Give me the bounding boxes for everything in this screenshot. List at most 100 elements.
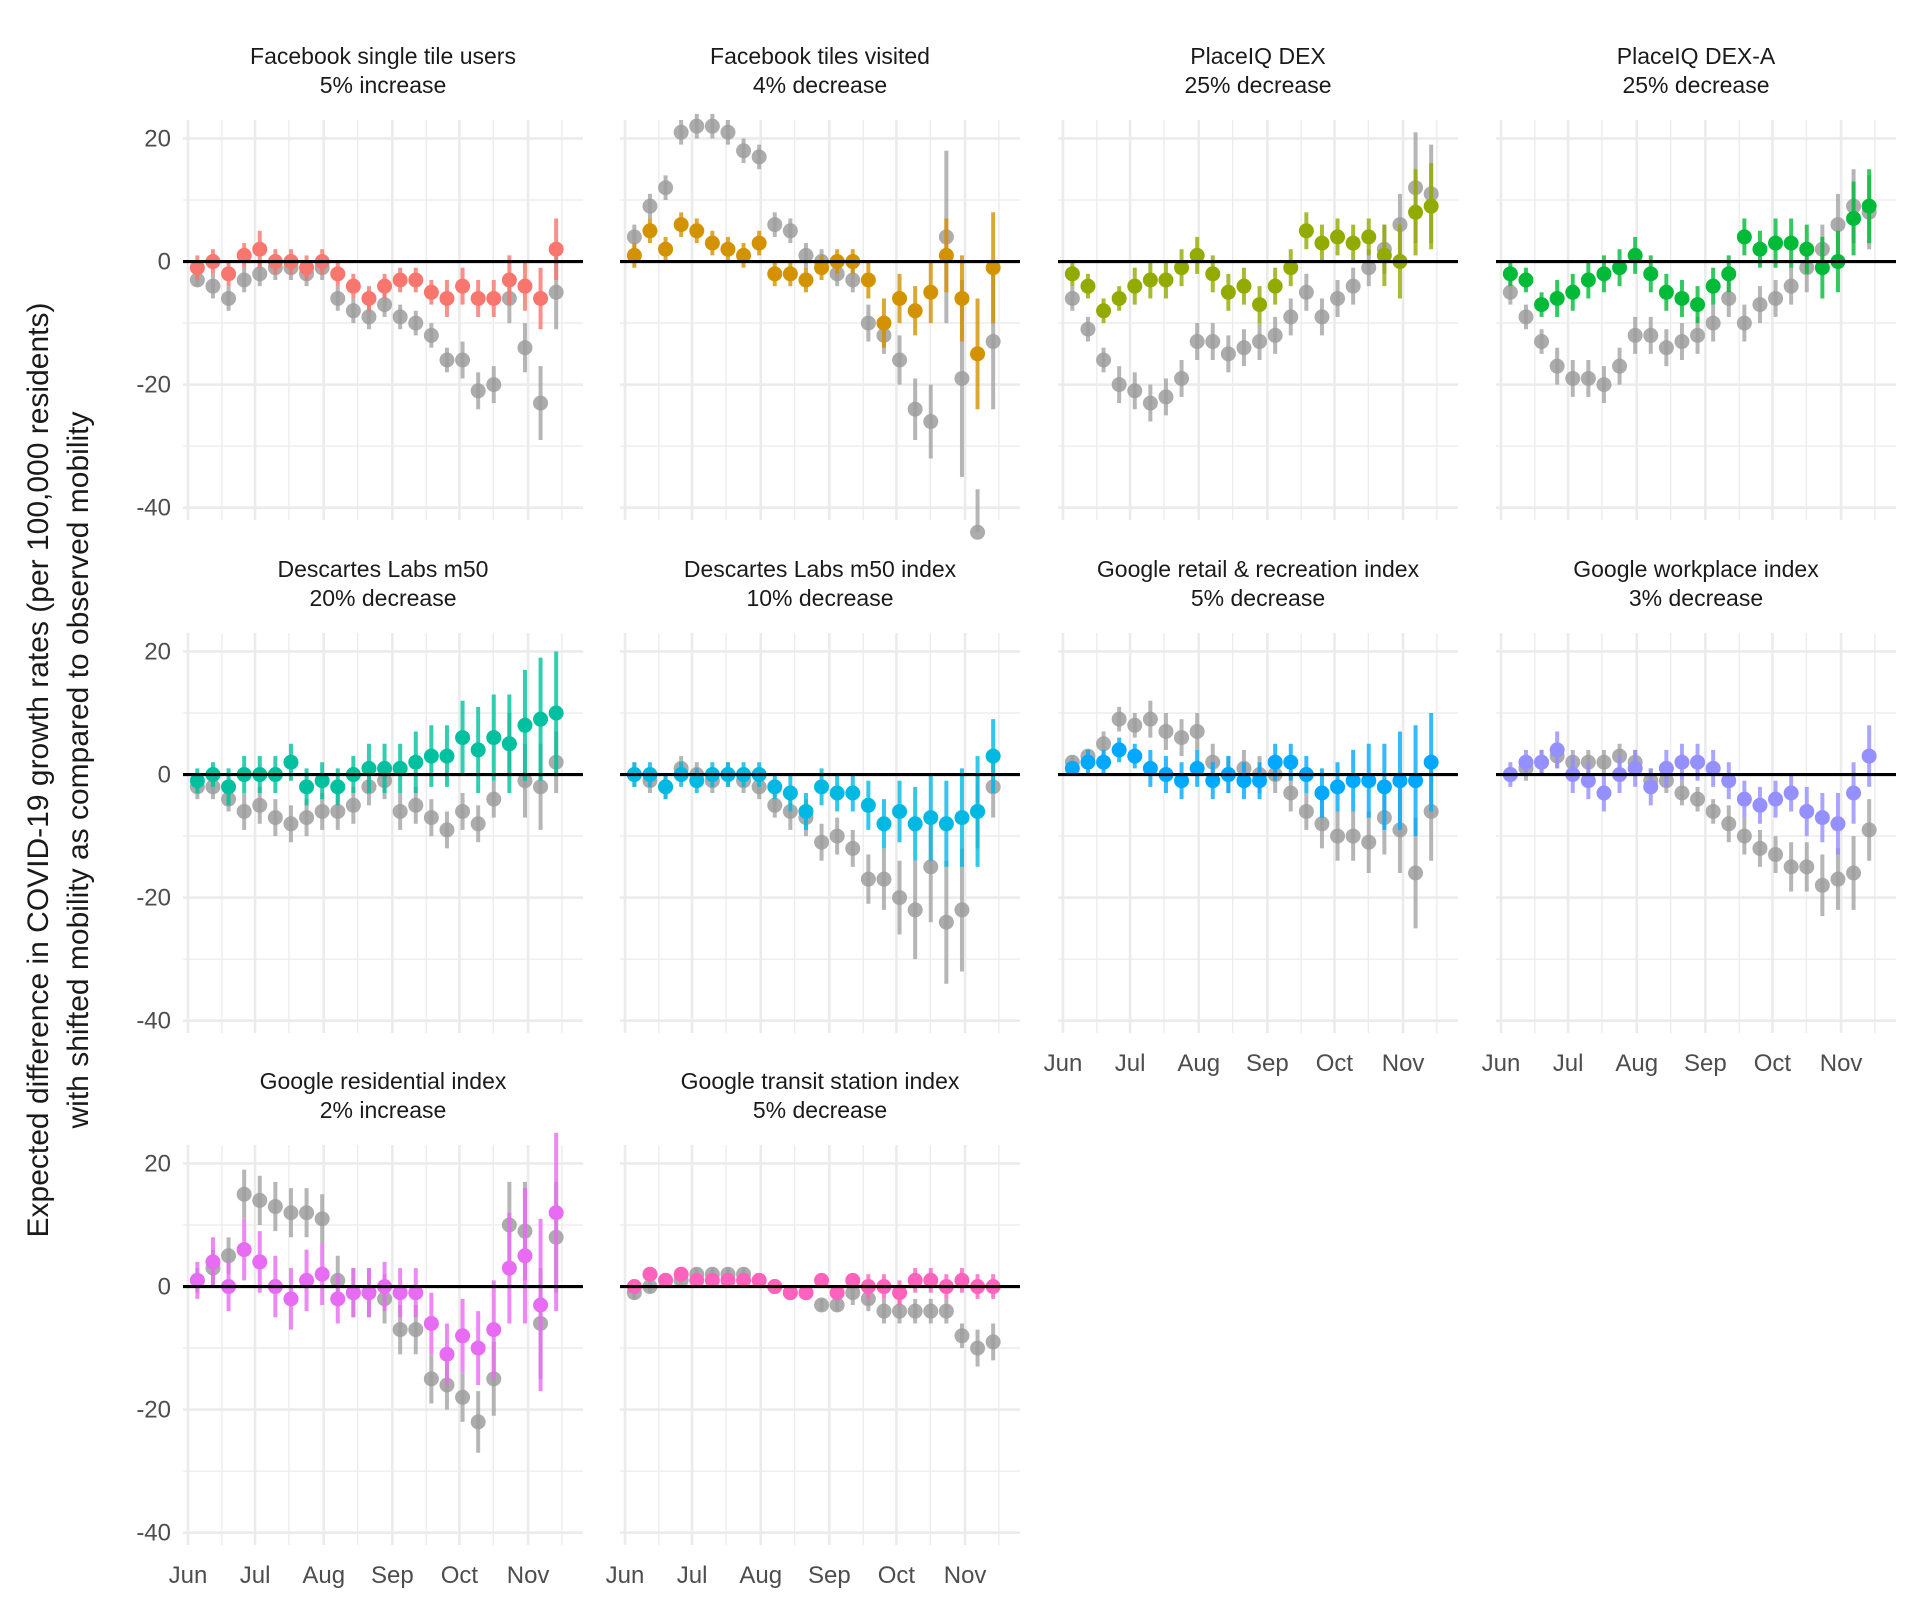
x-tick-label: Jul: [677, 1562, 708, 1589]
data-point: [1096, 303, 1112, 319]
data-point: [736, 143, 752, 159]
data-point: [330, 290, 346, 306]
data-point: [1283, 785, 1299, 801]
data-point: [1565, 284, 1581, 300]
data-point: [377, 278, 393, 294]
data-point: [736, 247, 752, 263]
panel-1: Facebook tiles visited 4% decrease: [620, 43, 1020, 540]
y-tick-label: -40: [136, 495, 171, 522]
data-point: [517, 278, 533, 294]
data-point: [1534, 297, 1550, 313]
data-point: [1830, 816, 1846, 832]
panel-title: Google retail & recreation index: [1097, 556, 1420, 582]
panel-subtitle: 5% decrease: [753, 1097, 887, 1123]
data-point: [1127, 383, 1143, 399]
data-point: [1267, 754, 1283, 770]
data-point: [1752, 241, 1768, 257]
y-tick-label: 0: [158, 762, 171, 789]
data-point: [330, 803, 346, 819]
data-point: [470, 816, 486, 832]
data-point: [1283, 260, 1299, 276]
data-point: [423, 284, 439, 300]
data-point: [1142, 711, 1158, 727]
panel-9: Google transit station index 5% decrease J…: [606, 1068, 1020, 1589]
data-point: [486, 377, 502, 393]
data-point: [1111, 711, 1127, 727]
data-point: [845, 1285, 861, 1301]
gridlines: [1058, 633, 1458, 1033]
data-point: [845, 785, 861, 801]
data-point: [1252, 334, 1268, 350]
gridlines: [620, 1145, 1020, 1545]
x-tick-label: Oct: [1754, 1050, 1792, 1077]
data-point: [408, 1322, 424, 1338]
data-point: [1174, 370, 1190, 386]
data-point: [501, 272, 517, 288]
data-point: [860, 315, 876, 331]
data-point: [782, 1285, 798, 1301]
data-point: [1142, 760, 1158, 776]
x-tick-label: Jul: [1553, 1050, 1584, 1077]
x-tick-label: Aug: [1615, 1050, 1658, 1077]
data-point: [392, 760, 408, 776]
data-point: [1690, 297, 1706, 313]
data-point: [1768, 235, 1784, 251]
data-point: [1314, 235, 1330, 251]
x-tick-label: Jul: [240, 1562, 271, 1589]
data-point: [189, 1272, 205, 1288]
data-point: [1345, 773, 1361, 789]
data-point: [1627, 760, 1643, 776]
data-point: [252, 797, 268, 813]
data-point: [1565, 370, 1581, 386]
data-point: [455, 1328, 471, 1344]
data-point: [455, 278, 471, 294]
data-point: [1142, 272, 1158, 288]
data-point: [392, 1322, 408, 1338]
data-point: [408, 315, 424, 331]
data-point: [533, 711, 549, 727]
x-tick-label: Oct: [441, 1562, 479, 1589]
data-point: [751, 1272, 767, 1288]
panel-title: PlaceIQ DEX-A: [1617, 43, 1776, 69]
data-point: [954, 1328, 970, 1344]
data-point: [814, 1272, 830, 1288]
data-point: [626, 229, 642, 245]
data-point: [1799, 803, 1815, 819]
data-point: [236, 1186, 252, 1202]
data-point: [1314, 785, 1330, 801]
data-point: [439, 352, 455, 368]
data-point: [1861, 198, 1877, 214]
data-point: [345, 797, 361, 813]
data-point: [1612, 358, 1628, 374]
data-point: [439, 748, 455, 764]
data-point: [704, 235, 720, 251]
data-point: [548, 284, 564, 300]
data-point: [548, 705, 564, 721]
data-point: [1236, 340, 1252, 356]
data-point: [1736, 791, 1752, 807]
data-point: [1768, 290, 1784, 306]
data-point: [439, 1346, 455, 1362]
series-observed: [626, 113, 1001, 540]
data-point: [1220, 346, 1236, 362]
data-point: [642, 223, 658, 239]
data-point: [720, 124, 736, 140]
data-point: [814, 779, 830, 795]
data-point: [1174, 260, 1190, 276]
data-point: [252, 1192, 268, 1208]
data-point: [236, 1242, 252, 1258]
data-point: [1127, 717, 1143, 733]
data-point: [720, 241, 736, 257]
data-point: [689, 1272, 705, 1288]
data-point: [923, 859, 939, 875]
data-point: [392, 1285, 408, 1301]
x-tick-label: Jun: [169, 1562, 208, 1589]
x-tick-label: Sep: [1246, 1050, 1289, 1077]
data-point: [1298, 803, 1314, 819]
data-point: [1252, 773, 1268, 789]
data-point: [642, 1266, 658, 1282]
data-point: [767, 266, 783, 282]
series-shifted: [1064, 163, 1439, 324]
data-point: [1361, 229, 1377, 245]
